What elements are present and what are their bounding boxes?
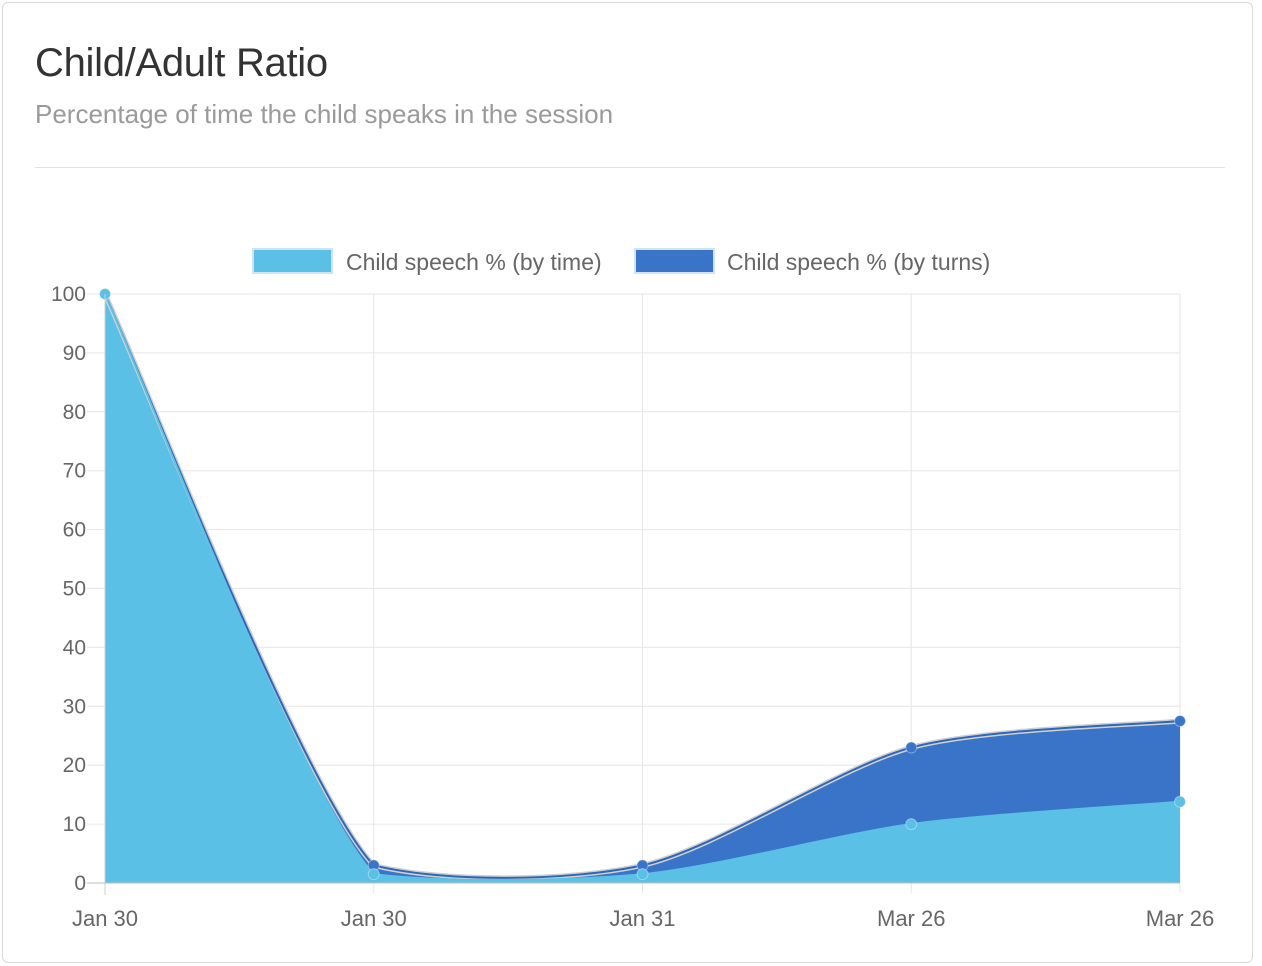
- x-tick-label: Jan 30: [72, 906, 138, 931]
- y-tick-label: 10: [63, 813, 86, 836]
- data-point: [1174, 795, 1186, 808]
- y-tick-label: 50: [63, 578, 86, 601]
- y-tick-label: 60: [63, 519, 86, 542]
- x-tick-labels: Jan 30 Jan 30 Jan 31 Mar 26 Mar 26: [72, 906, 1214, 931]
- legend-label: Child speech % (by time): [346, 249, 602, 275]
- data-point: [905, 741, 918, 754]
- y-tick-label: 80: [63, 401, 86, 424]
- chart-legend: Child speech % (by time) Child speech % (…: [252, 248, 990, 275]
- data-point: [1174, 715, 1186, 728]
- y-tick-label: 90: [63, 342, 86, 365]
- series-lines: [102, 292, 1181, 882]
- x-tick-label: Mar 26: [1146, 906, 1214, 931]
- card-subtitle: Percentage of time the child speaks in t…: [35, 99, 614, 129]
- x-tick-label: Jan 30: [341, 906, 407, 931]
- card-divider: [35, 167, 1225, 168]
- x-tick-label: Mar 26: [877, 906, 945, 931]
- series-area-0: [105, 294, 1180, 883]
- x-tick-label: Jan 31: [609, 906, 675, 931]
- series-line-0: [104, 293, 1181, 882]
- y-tick-label: 30: [63, 695, 86, 718]
- legend-swatch: [634, 248, 715, 274]
- legend-label: Child speech % (by turns): [727, 249, 990, 275]
- series-areas: [105, 294, 1180, 883]
- y-tick-label: 0: [74, 872, 86, 895]
- axes: [87, 294, 1180, 895]
- data-point: [905, 818, 918, 831]
- legend-swatch: [252, 248, 333, 274]
- series-points: [99, 288, 1186, 881]
- y-tick-label: 20: [63, 754, 86, 777]
- y-tick-label: 40: [63, 636, 86, 659]
- y-tick-label: 70: [63, 460, 86, 483]
- y-tick-label: 100: [51, 283, 86, 306]
- data-point: [636, 868, 649, 881]
- y-tick-labels: 0 10 20 30 40 50 60 70 80 90 100: [51, 283, 86, 895]
- series-line-1: [104, 293, 1181, 879]
- data-point: [367, 868, 380, 881]
- card-title: Child/Adult Ratio: [35, 41, 328, 85]
